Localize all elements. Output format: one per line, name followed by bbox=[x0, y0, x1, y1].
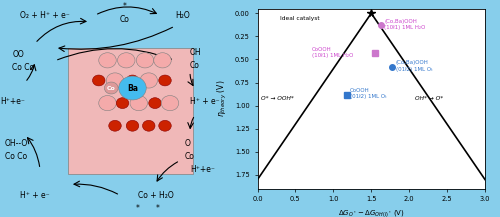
Text: OO: OO bbox=[12, 50, 24, 59]
Bar bbox=[68, 48, 192, 174]
Circle shape bbox=[106, 73, 124, 88]
Text: O₂ + H⁺ + e⁻: O₂ + H⁺ + e⁻ bbox=[20, 11, 70, 20]
Text: Ba: Ba bbox=[127, 84, 138, 92]
Circle shape bbox=[142, 120, 155, 131]
Circle shape bbox=[109, 120, 121, 131]
Text: (Co,Ba)OOH
(10ł1) 1ML H₂O: (Co,Ba)OOH (10ł1) 1ML H₂O bbox=[384, 19, 426, 30]
Circle shape bbox=[118, 53, 135, 68]
Circle shape bbox=[99, 95, 116, 111]
Text: (Co,Ba)OOH
(01ł2) 1ML Oₜ: (Co,Ba)OOH (01ł2) 1ML Oₜ bbox=[396, 60, 432, 72]
Circle shape bbox=[104, 82, 118, 94]
Circle shape bbox=[136, 53, 154, 68]
Text: Co: Co bbox=[185, 152, 195, 161]
Circle shape bbox=[126, 75, 139, 86]
Circle shape bbox=[161, 95, 179, 111]
Circle shape bbox=[149, 98, 161, 108]
Text: *: * bbox=[136, 204, 140, 213]
Circle shape bbox=[130, 95, 148, 111]
Text: H₂O: H₂O bbox=[175, 11, 190, 20]
Circle shape bbox=[140, 73, 158, 88]
Text: Ideal catalyst: Ideal catalyst bbox=[280, 16, 320, 21]
Y-axis label: $\eta_{theory}$ (V): $\eta_{theory}$ (V) bbox=[216, 80, 230, 117]
Text: Co: Co bbox=[107, 85, 116, 90]
Text: *: * bbox=[156, 204, 160, 213]
Text: OH: OH bbox=[190, 48, 202, 57]
Circle shape bbox=[99, 53, 116, 68]
Text: Co Co: Co Co bbox=[12, 63, 34, 72]
Text: H⁺ + e⁻: H⁺ + e⁻ bbox=[20, 191, 50, 200]
Text: OH--O: OH--O bbox=[5, 139, 28, 148]
Text: Co: Co bbox=[120, 15, 130, 24]
Circle shape bbox=[159, 120, 171, 131]
Text: Co + H₂O: Co + H₂O bbox=[138, 191, 173, 200]
Text: H⁺ + e⁻: H⁺ + e⁻ bbox=[190, 97, 220, 107]
Text: Co Co: Co Co bbox=[5, 152, 27, 161]
Text: CoOOH
(10ł1) 1ML H₂O: CoOOH (10ł1) 1ML H₂O bbox=[312, 47, 354, 58]
Text: H⁺+e⁻: H⁺+e⁻ bbox=[190, 165, 215, 174]
Circle shape bbox=[126, 120, 139, 131]
Text: O: O bbox=[185, 139, 191, 148]
Circle shape bbox=[154, 53, 171, 68]
Text: CoOOH
(01ł2) 1ML Oₜ: CoOOH (01ł2) 1ML Oₜ bbox=[350, 88, 387, 99]
Circle shape bbox=[159, 75, 171, 86]
Text: O* → OOH*: O* → OOH* bbox=[262, 96, 294, 101]
Circle shape bbox=[116, 98, 129, 108]
Circle shape bbox=[119, 76, 146, 100]
Text: *: * bbox=[123, 2, 127, 11]
Circle shape bbox=[92, 75, 105, 86]
Text: OH* → O*: OH* → O* bbox=[415, 96, 444, 101]
Text: H⁺+e⁻: H⁺+e⁻ bbox=[0, 97, 25, 107]
Text: Co: Co bbox=[190, 61, 200, 70]
X-axis label: $\Delta G_{O^*} - \Delta G_{OH(I)^*}$ (V): $\Delta G_{O^*} - \Delta G_{OH(I)^*}$ (V… bbox=[338, 208, 404, 217]
